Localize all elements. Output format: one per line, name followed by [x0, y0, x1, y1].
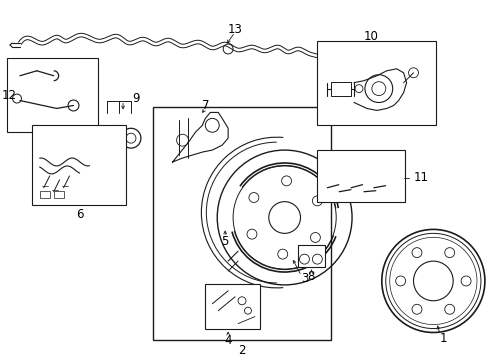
Text: 1: 1	[439, 332, 446, 345]
Text: 11: 11	[413, 171, 427, 184]
Text: 7: 7	[201, 99, 209, 112]
Text: 3: 3	[300, 273, 307, 285]
Bar	[54, 191, 63, 198]
Text: 9: 9	[132, 92, 140, 105]
Bar	[205, 284, 259, 329]
Bar	[317, 41, 435, 125]
Text: 4: 4	[224, 334, 231, 347]
Bar	[152, 108, 330, 341]
Text: 10: 10	[363, 30, 378, 42]
Bar	[317, 150, 404, 202]
Text: 13: 13	[227, 23, 242, 36]
Text: 8: 8	[307, 270, 314, 283]
Text: 2: 2	[238, 344, 245, 357]
Bar	[297, 245, 325, 267]
Bar	[40, 191, 50, 198]
Bar	[7, 58, 98, 132]
Text: 12: 12	[2, 89, 17, 102]
Text: 6: 6	[76, 208, 83, 221]
Bar	[330, 82, 350, 95]
Bar	[32, 125, 126, 204]
Text: 5: 5	[221, 235, 228, 248]
